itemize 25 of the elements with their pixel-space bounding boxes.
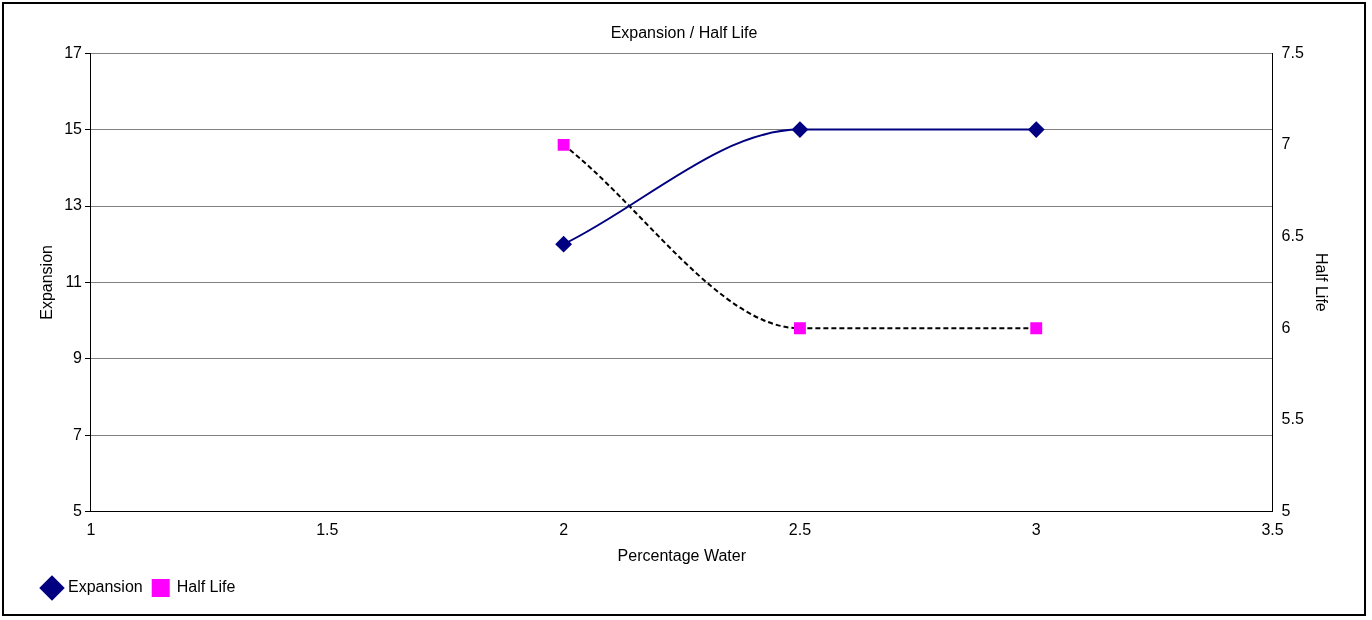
y2-tick-label: 5.5	[1281, 410, 1304, 428]
y-tick-label: 7	[73, 425, 83, 443]
y-axis-title: Expansion	[38, 245, 56, 320]
x-tick-label: 2.5	[788, 520, 812, 538]
y2-tick-label: 6.5	[1281, 226, 1304, 244]
y-tick-label: 11	[65, 272, 83, 290]
x-tick-label: 2	[559, 520, 569, 538]
y-tick-label: 15	[64, 120, 83, 138]
x-tick-label: 3.5	[1261, 520, 1284, 538]
y-tick-label: 17	[64, 43, 83, 61]
x-axis-title: Percentage Water	[617, 546, 747, 564]
chart-title: Expansion / Half Life	[610, 24, 758, 42]
y2-tick-label: 7	[1281, 135, 1291, 153]
y-tick-label: 5	[73, 502, 83, 520]
y2-axis-title: Half Life	[1312, 253, 1330, 312]
x-tick-label: 1.5	[316, 520, 339, 538]
x-tick-label: 3	[1031, 520, 1041, 538]
y-tick-label: 13	[64, 196, 83, 214]
legend-label: Expansion	[68, 578, 143, 596]
y-tick-label: 9	[73, 349, 83, 367]
y2-tick-label: 7.5	[1281, 43, 1304, 61]
legend-label: Half Life	[176, 578, 236, 596]
y2-tick-label: 5	[1281, 502, 1291, 520]
y2-tick-label: 6	[1281, 318, 1291, 336]
x-tick-label: 1	[86, 520, 96, 538]
